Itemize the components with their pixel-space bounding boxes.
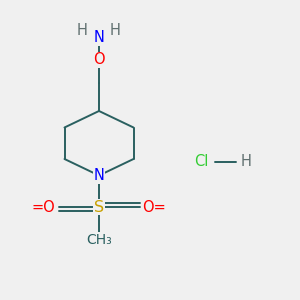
Text: S: S [94,200,104,214]
Text: O: O [93,52,105,68]
Text: Cl: Cl [194,154,208,169]
Text: H: H [110,23,121,38]
Text: H: H [77,23,88,38]
Text: N: N [94,168,104,183]
Text: CH₃: CH₃ [86,233,112,247]
Text: O=: O= [142,200,166,214]
Text: =O: =O [32,200,56,214]
Text: H: H [241,154,251,169]
Text: N: N [94,30,104,45]
